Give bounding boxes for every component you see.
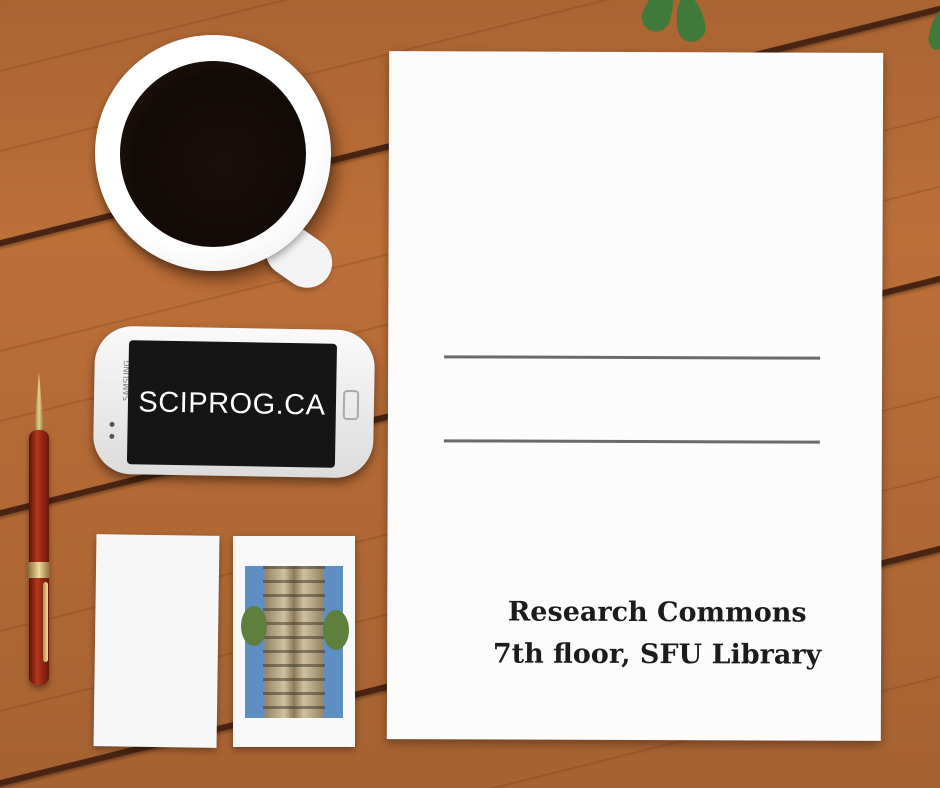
sensor-icon [109,433,115,439]
coffee-cup [95,35,331,271]
caption-line-2: 7th floor, SFU Library [492,638,822,671]
leaf-icon [637,0,681,36]
screen-text: SCIPROG.CA [138,385,326,422]
camera-icon [109,421,115,427]
leaf-icon [926,8,940,52]
plank-seam [0,751,940,788]
polaroid-photo [233,536,355,747]
pen [27,372,51,692]
building-photo [241,566,349,718]
plank-seam [0,0,940,46]
smartphone: SAMSUNG SCIPROG.CA [92,325,376,479]
coffee [120,61,306,247]
blank-line [444,355,821,360]
paper-sheet: Research Commons 7th floor, SFU Library [386,51,884,741]
photo-building-floors [263,566,325,718]
caption-line-1: Research Commons [507,596,807,629]
phone-screen: SCIPROG.CA [126,340,338,468]
blank-card [93,534,220,748]
leaf-icon [672,0,708,45]
pen-tip [34,372,44,432]
pen-clip [43,582,48,662]
photo-tree [241,606,267,646]
blank-line [443,439,820,444]
photo-tree [323,610,349,650]
paper-caption: Research Commons 7th floor, SFU Library [447,591,867,676]
home-button [342,389,360,421]
pen-ring [28,562,50,578]
